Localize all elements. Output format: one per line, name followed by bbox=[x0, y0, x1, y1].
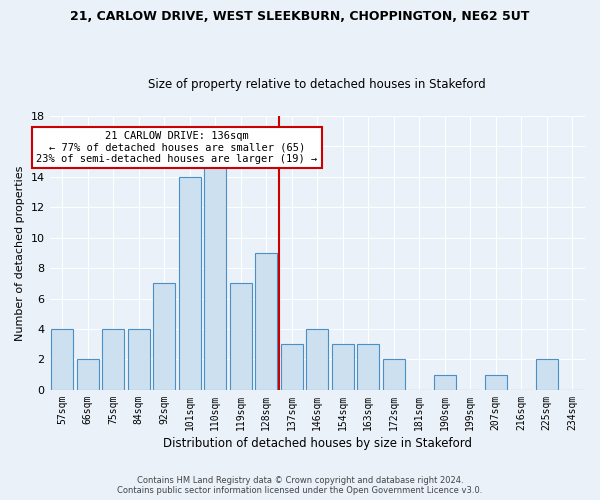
Text: 21, CARLOW DRIVE, WEST SLEEKBURN, CHOPPINGTON, NE62 5UT: 21, CARLOW DRIVE, WEST SLEEKBURN, CHOPPI… bbox=[70, 10, 530, 23]
Bar bbox=[434, 374, 455, 390]
Bar bbox=[256, 253, 277, 390]
Bar bbox=[154, 284, 175, 390]
Bar bbox=[536, 360, 557, 390]
Bar bbox=[230, 284, 251, 390]
Title: Size of property relative to detached houses in Stakeford: Size of property relative to detached ho… bbox=[148, 78, 486, 91]
Bar bbox=[103, 329, 124, 390]
Bar bbox=[205, 162, 226, 390]
Bar bbox=[358, 344, 379, 390]
Bar bbox=[179, 176, 200, 390]
Bar bbox=[77, 360, 98, 390]
Bar bbox=[307, 329, 328, 390]
Bar bbox=[281, 344, 302, 390]
Bar bbox=[52, 329, 73, 390]
X-axis label: Distribution of detached houses by size in Stakeford: Distribution of detached houses by size … bbox=[163, 437, 472, 450]
Text: 21 CARLOW DRIVE: 136sqm
← 77% of detached houses are smaller (65)
23% of semi-de: 21 CARLOW DRIVE: 136sqm ← 77% of detache… bbox=[37, 131, 317, 164]
Bar bbox=[485, 374, 506, 390]
Bar bbox=[332, 344, 353, 390]
Y-axis label: Number of detached properties: Number of detached properties bbox=[15, 165, 25, 340]
Bar bbox=[383, 360, 404, 390]
Bar bbox=[128, 329, 149, 390]
Text: Contains HM Land Registry data © Crown copyright and database right 2024.
Contai: Contains HM Land Registry data © Crown c… bbox=[118, 476, 482, 495]
